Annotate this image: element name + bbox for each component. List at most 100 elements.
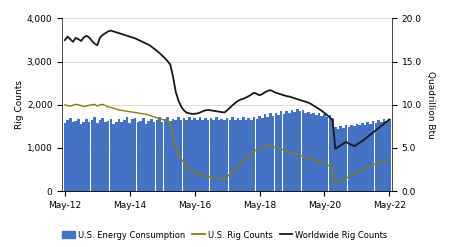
Bar [204,118,207,191]
Bar [307,112,310,191]
Bar [88,122,90,191]
Bar [109,119,112,191]
Bar [283,114,285,191]
Bar [331,118,334,191]
Bar [66,120,69,191]
Bar [218,120,220,191]
Bar [334,127,337,191]
Bar [250,120,253,191]
Bar [318,113,320,191]
Bar [388,119,391,191]
Bar [153,122,155,191]
Bar [180,120,182,191]
Bar [148,121,150,191]
Bar [196,120,198,191]
Bar [82,122,85,191]
Bar [374,123,377,191]
Bar [115,122,117,191]
Bar [175,120,177,191]
Bar [126,117,128,191]
Bar [342,128,345,191]
Bar [248,118,250,191]
Bar [191,120,193,191]
Bar [169,121,171,191]
Bar [377,120,380,191]
Bar [99,120,101,191]
Bar [320,116,323,191]
Bar [101,118,104,191]
Bar [231,117,234,191]
Bar [207,120,209,191]
Bar [120,122,123,191]
Bar [164,120,166,191]
Bar [185,120,188,191]
Bar [256,119,258,191]
Bar [293,112,296,191]
Bar [274,113,277,191]
Bar [194,118,196,191]
Bar [72,123,74,191]
Bar [288,113,291,191]
Bar [112,124,115,191]
Bar [266,117,269,191]
Bar [291,110,293,191]
Bar [366,122,369,191]
Bar [172,119,174,191]
Bar [212,120,215,191]
Bar [229,120,231,191]
Bar [323,114,326,191]
Bar [337,129,339,191]
Bar [296,109,299,191]
Bar [90,120,93,191]
Bar [210,118,212,191]
Bar [107,121,109,191]
Bar [128,123,131,191]
Bar [85,119,88,191]
Bar [226,118,229,191]
Bar [353,126,356,191]
Y-axis label: Quadrillion Btu: Quadrillion Btu [426,71,435,139]
Bar [215,117,218,191]
Bar [234,120,237,191]
Bar [272,116,274,191]
Bar [123,120,126,191]
Bar [199,117,201,191]
Bar [315,115,318,191]
Bar [93,117,96,191]
Bar [277,115,280,191]
Bar [223,120,226,191]
Bar [328,115,331,191]
Bar [188,117,190,191]
Bar [183,118,185,191]
Bar [202,120,204,191]
Bar [261,118,264,191]
Bar [258,116,261,191]
Bar [142,118,144,191]
Y-axis label: Rig Counts: Rig Counts [15,80,24,129]
Bar [382,120,385,191]
Bar [356,124,358,191]
Bar [347,127,350,191]
Bar [364,125,366,191]
Bar [140,121,142,191]
Bar [69,118,72,191]
Bar [304,113,307,191]
Bar [237,118,239,191]
Bar [63,123,66,191]
Bar [74,121,77,191]
Bar [358,125,361,191]
Bar [326,117,328,191]
Bar [310,114,312,191]
Bar [361,123,364,191]
Bar [385,121,388,191]
Bar [166,117,169,191]
Bar [264,114,266,191]
Bar [312,113,315,191]
Bar [145,124,147,191]
Bar [280,111,283,191]
Bar [339,126,342,191]
Bar [242,117,245,191]
Bar [220,119,223,191]
Bar [117,119,120,191]
Bar [96,123,99,191]
